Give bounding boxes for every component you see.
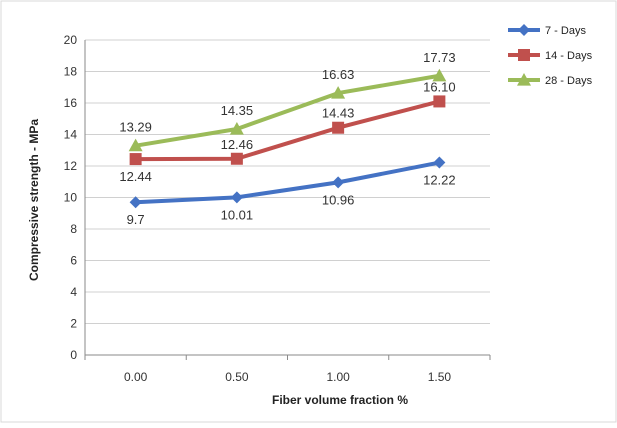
y-tick-label: 20	[64, 33, 78, 47]
data-point-square	[433, 95, 446, 108]
y-tick-label: 18	[64, 65, 78, 79]
series-line	[135, 73, 440, 148]
data-point-triangle	[432, 68, 447, 82]
series-lines	[128, 68, 447, 209]
x-tick-label: 0.50	[225, 370, 249, 384]
data-point-square	[129, 153, 142, 166]
data-label: 17.73	[423, 50, 456, 65]
data-label: 13.29	[119, 120, 152, 135]
data-label: 9.7	[127, 212, 145, 227]
gridlines	[85, 39, 490, 324]
x-tick-label: 0.00	[124, 370, 148, 384]
x-tick-label: 1.00	[326, 370, 350, 384]
x-tick-label: 1.50	[428, 370, 452, 384]
y-tick-label: 12	[64, 159, 78, 173]
series-line	[135, 160, 440, 205]
data-point-triangle	[517, 73, 531, 86]
axes: 0 2 4 6 8 10 12 14 16 18 20 0.00 0.50 1.00 1.50	[64, 33, 491, 384]
y-tick-label: 6	[70, 254, 77, 268]
data-label: 14.35	[221, 103, 254, 118]
series-line	[135, 99, 440, 162]
data-label: 16.10	[423, 79, 456, 94]
data-point-diamond	[230, 191, 243, 204]
y-tick-label: 16	[64, 96, 78, 110]
data-point-square	[518, 49, 530, 61]
data-label: 12.22	[423, 173, 456, 188]
x-axis-title: Fiber volume fraction %	[272, 393, 408, 407]
y-tick-label: 2	[70, 317, 77, 331]
data-label: 10.01	[221, 207, 254, 222]
data-label: 12.44	[119, 169, 152, 184]
y-tick-label: 0	[70, 348, 77, 362]
data-label: 16.63	[322, 67, 355, 82]
y-tick-label: 8	[70, 222, 77, 236]
data-point-square	[332, 121, 345, 134]
data-point-triangle	[229, 121, 244, 135]
data-label: 14.43	[322, 106, 355, 121]
data-point-diamond	[518, 24, 530, 36]
legend-label: 14 - Days	[545, 50, 593, 62]
y-tick-label: 10	[64, 191, 78, 205]
data-label: 10.96	[322, 192, 355, 207]
y-tick-label: 4	[70, 285, 77, 299]
data-point-square	[230, 152, 243, 165]
data-point-triangle	[331, 86, 346, 99]
legend-label: 28 - Days	[545, 75, 593, 87]
legend-label: 7 - Days	[545, 25, 586, 37]
data-label: 12.46	[221, 137, 254, 152]
data-point-diamond	[332, 176, 345, 189]
data-point-diamond	[129, 196, 142, 209]
data-point-triangle	[128, 138, 143, 152]
y-axis-title: Compressive strength - MPa	[27, 119, 41, 281]
data-labels: 9.7 10.01 10.96 12.22 12.44 12.46 14.43 16.10 13…	[119, 50, 455, 227]
y-tick-label: 14	[64, 128, 78, 142]
legend: 7 - Days 14 - Days 28 - Days	[508, 24, 593, 87]
data-point-diamond	[433, 156, 446, 169]
